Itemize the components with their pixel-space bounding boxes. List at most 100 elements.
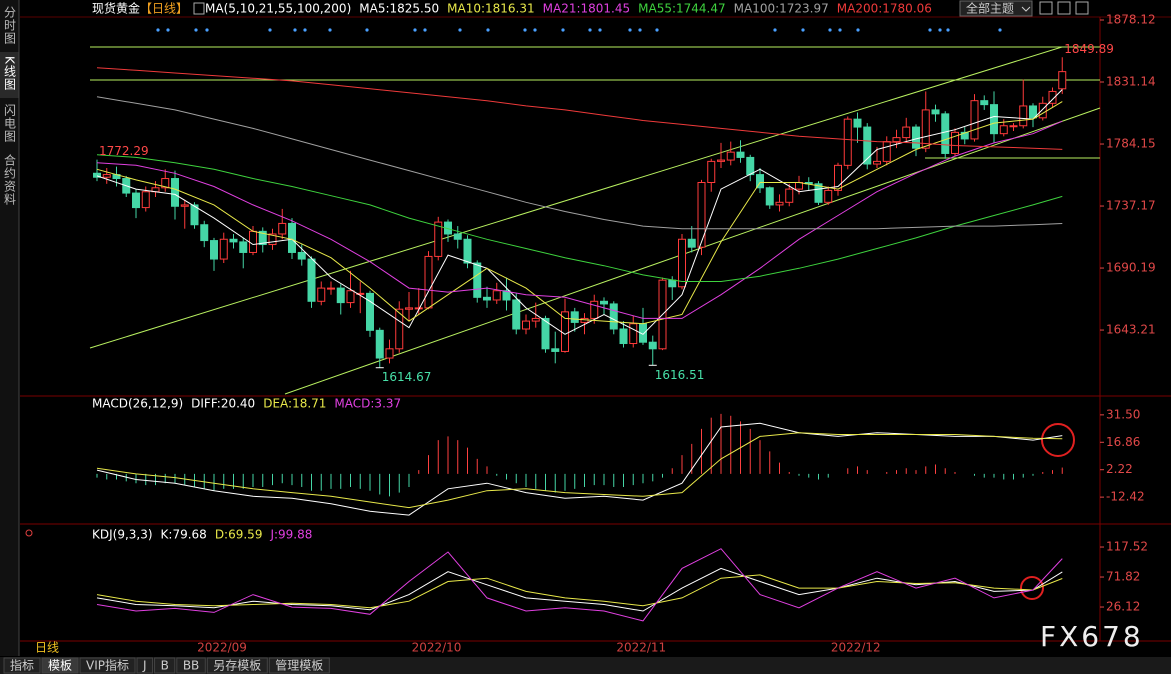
indicator-line — [96, 567, 1063, 612]
signal-dot — [628, 28, 632, 32]
legend-entry: DEA:18.71 — [263, 397, 326, 411]
theme-button[interactable] — [959, 0, 1033, 17]
candle-body — [434, 221, 443, 257]
sidebar-tab[interactable]: K线图 — [3, 56, 17, 91]
bottom-tab[interactable]: 管理模板 — [275, 658, 323, 673]
highlight-circle — [1020, 576, 1044, 600]
signal-dot — [998, 28, 1002, 32]
signal-dot — [486, 28, 490, 32]
indicator-line — [96, 154, 1063, 282]
candle-body — [297, 251, 306, 260]
bottom-tab[interactable]: 另存模板 — [213, 659, 261, 673]
y-tick-label: 1878.12 — [1106, 13, 1156, 27]
candle-body — [619, 328, 628, 345]
x-tick-label: 2022/09 — [197, 641, 247, 655]
icon[interactable] — [1039, 1, 1053, 15]
signal-dot — [598, 28, 602, 32]
candle-body — [258, 230, 267, 246]
y-tick-label: 31.50 — [1106, 407, 1140, 421]
legend-entry: MA21:1801.45 — [543, 2, 631, 16]
period-tab[interactable]: 日线 — [35, 641, 59, 655]
tab-box[interactable] — [41, 657, 79, 674]
candle-body — [1019, 105, 1028, 127]
icon[interactable] — [1075, 1, 1089, 15]
theme-label[interactable]: 全部主题 — [966, 1, 1014, 16]
signal-dot — [946, 28, 950, 32]
legend-entry: MA200:1780.06 — [837, 2, 932, 16]
bottom-tab[interactable]: J — [142, 659, 147, 673]
candle-body — [590, 300, 599, 319]
low-label: 1614.67 — [382, 370, 432, 384]
tab-box[interactable] — [268, 657, 330, 674]
candle-body — [288, 222, 296, 253]
tab-box[interactable] — [136, 657, 154, 674]
candle-body — [1048, 90, 1057, 104]
signal-dot — [293, 28, 297, 32]
tab-box[interactable] — [154, 657, 176, 674]
candle-body — [853, 118, 862, 128]
tab-box[interactable] — [176, 657, 206, 674]
candle-body — [785, 188, 794, 203]
signal-dot — [801, 28, 805, 32]
signal-dot — [773, 28, 777, 32]
icon[interactable] — [193, 2, 205, 15]
candle-body — [746, 156, 755, 176]
candle-body — [385, 348, 394, 359]
icon[interactable] — [25, 529, 33, 537]
candle-body — [765, 187, 774, 206]
indicator-line — [96, 67, 1063, 150]
signal-dot — [328, 28, 332, 32]
candle-body — [405, 307, 413, 310]
candle-body — [1029, 105, 1037, 119]
indicator-line — [96, 101, 1063, 325]
signal-dot — [928, 28, 932, 32]
bottom-bar — [0, 657, 1171, 674]
candle-body — [717, 159, 725, 162]
candle-body — [424, 255, 433, 309]
signal-dot — [205, 28, 209, 32]
bottom-tab[interactable]: BB — [183, 659, 199, 673]
y-tick-label: -12.42 — [1106, 490, 1145, 504]
y-tick-label: 1784.15 — [1106, 137, 1156, 151]
candle-body — [141, 191, 150, 209]
y-tick-label: 26.12 — [1106, 600, 1140, 614]
bottom-tab[interactable]: 指标 — [10, 658, 34, 673]
indicator-line — [96, 89, 1063, 335]
sidebar-tab[interactable]: 分时图 — [3, 6, 17, 45]
signal-dot — [194, 28, 198, 32]
candle-body — [1038, 102, 1047, 119]
legend-entry: MA10:1816.31 — [447, 2, 535, 16]
x-tick-label: 2022/10 — [412, 641, 462, 655]
legend-entry: D:69.59 — [215, 528, 263, 542]
signal-dot — [523, 28, 527, 32]
candle-body — [931, 109, 940, 115]
signal-dot — [423, 28, 427, 32]
icon[interactable] — [1057, 1, 1071, 15]
tab-box[interactable] — [3, 657, 41, 674]
sidebar-tab[interactable]: 闪电图 — [3, 104, 17, 143]
candle-body — [102, 174, 111, 178]
signal-dot — [166, 28, 170, 32]
candle-body — [502, 290, 511, 301]
tab-box[interactable] — [206, 657, 268, 674]
legend-entry: K:79.68 — [161, 528, 207, 542]
candle-body — [999, 125, 1008, 135]
candle-body — [629, 323, 638, 345]
candle-body — [541, 317, 550, 350]
signal-dot — [156, 28, 160, 32]
candle-body — [190, 204, 199, 226]
bottom-tab[interactable]: VIP指标 — [86, 658, 129, 673]
tab-box[interactable] — [79, 657, 136, 674]
bottom-tab[interactable]: 模板 — [48, 659, 72, 673]
candle-body — [687, 238, 696, 248]
candle-body — [492, 290, 501, 301]
bottom-tabs: 指标 模板 VIP指标 J B BB 另存模板 管理模板 — [3, 657, 330, 674]
candle-body — [473, 262, 482, 298]
candle-body — [395, 308, 404, 350]
sidebar-tab[interactable]: 合约资料 — [3, 153, 17, 206]
panel-title: MA(5,10,21,55,100,200) — [205, 2, 351, 16]
highlight-circle — [1041, 423, 1075, 457]
candle-body — [249, 230, 257, 253]
dropdown-arrow — [1021, 6, 1031, 12]
bottom-tab[interactable]: B — [161, 659, 169, 673]
